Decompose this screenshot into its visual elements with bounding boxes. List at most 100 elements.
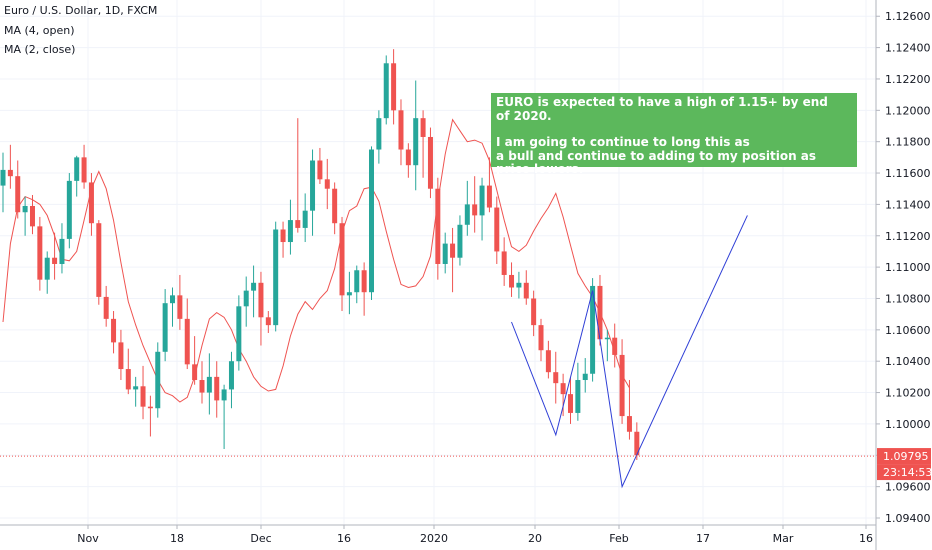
candle-body [15, 176, 21, 213]
candle-body [509, 274, 515, 288]
candle-body [420, 118, 426, 137]
candle-body [74, 157, 80, 181]
candle-body [531, 298, 537, 326]
price-tick-label: 1.09400 [885, 512, 931, 525]
candle-body [590, 285, 596, 374]
candle-body [258, 282, 264, 318]
price-tick-label: 1.10000 [885, 418, 931, 431]
price-tick-label: 1.10800 [885, 292, 931, 305]
candle-body [103, 296, 109, 319]
candle-body [494, 207, 500, 252]
candle-body [560, 383, 566, 395]
candle-body [486, 185, 492, 208]
annotation-line-1: EURO is expected to have a high of 1.15+… [496, 95, 828, 109]
countdown-badge-text: 23:14:53 [883, 466, 932, 479]
annotation-line-4: a bull and continue to adding to my posi… [496, 148, 817, 176]
time-tick-label: 20 [528, 532, 542, 545]
candle-body [582, 373, 588, 381]
candle-body [597, 285, 603, 340]
candle-body [501, 251, 507, 275]
candle-body [184, 318, 190, 365]
candle-body [280, 229, 286, 243]
price-badge-text: 1.09795 [883, 450, 929, 463]
candle-body [7, 169, 13, 177]
candle-body [427, 136, 433, 189]
price-tick-label: 1.11400 [885, 198, 931, 211]
ma-open-legend[interactable]: MA (4, open) [4, 24, 75, 37]
time-tick-label: Nov [77, 532, 99, 545]
candle-body [214, 376, 220, 401]
candle-body [310, 160, 316, 211]
candle-body [44, 257, 50, 280]
projection-drawing[interactable] [511, 215, 748, 489]
candle-body [538, 325, 544, 351]
candle-body [634, 431, 640, 456]
candle-body [66, 180, 72, 239]
ma-close-legend[interactable]: MA (2, close) [4, 43, 76, 56]
time-tick-label: 17 [696, 532, 710, 545]
annotation-line-2: of 2020. [496, 108, 552, 123]
candle-body [619, 354, 625, 417]
countdown-badge-bg [877, 464, 931, 481]
candle-body [29, 205, 35, 227]
candle-body [383, 63, 389, 119]
candle-body [435, 188, 441, 264]
candle-body [376, 118, 382, 150]
candle-body [442, 243, 448, 264]
candle-body [457, 224, 463, 258]
candle-body [273, 229, 279, 326]
candle-body [346, 292, 352, 296]
time-tick-label: 16 [859, 532, 873, 545]
candle-body [332, 188, 338, 224]
ma-line [2, 118, 630, 403]
candle-body [221, 389, 227, 401]
candle-body [37, 226, 43, 280]
candle-body [295, 220, 301, 228]
candle-body [147, 406, 153, 409]
candle-body [111, 318, 117, 343]
candle-body [243, 290, 249, 307]
candle-body [479, 185, 485, 216]
time-axis[interactable]: Nov 18 Dec 16 2020 20 Feb 17 Mar 16 [0, 524, 876, 545]
time-tick-label: 18 [170, 532, 184, 545]
price-tick-label: 1.11600 [885, 167, 931, 180]
candle-body [391, 63, 397, 111]
price-tick-label: 1.09600 [885, 481, 931, 494]
candle-body [96, 223, 102, 297]
candle-body [192, 364, 198, 381]
candle-body [472, 204, 478, 216]
candle-body [170, 295, 176, 304]
candle-body [361, 270, 367, 293]
time-tick-label: 2020 [420, 532, 448, 545]
candle-body [88, 182, 94, 224]
candle-body [52, 257, 58, 264]
candle-body [398, 110, 404, 150]
candlestick-series[interactable] [0, 49, 640, 460]
price-badges: 1.09795 23:14:53 [877, 448, 932, 481]
price-axis[interactable]: 1.094001.096001.098001.100001.102001.104… [875, 0, 931, 550]
candle-body [177, 295, 183, 319]
price-tick-label: 1.11200 [885, 230, 931, 243]
time-tick-label: Mar [773, 532, 794, 545]
candle-body [265, 317, 271, 326]
time-tick-label: Dec [250, 532, 271, 545]
price-badge-bg [877, 448, 931, 465]
candle-body [162, 303, 168, 352]
candle-body [199, 380, 205, 393]
price-tick-label: 1.10600 [885, 324, 931, 337]
price-tick-label: 1.11000 [885, 261, 931, 274]
price-tick-label: 1.10400 [885, 355, 931, 368]
annotation-note[interactable]: EURO is expected to have a high of 1.15+… [491, 93, 857, 176]
candle-body [125, 369, 131, 390]
candle-body [317, 160, 323, 180]
moving-average-layer [2, 118, 630, 403]
candle-body [155, 351, 161, 409]
candle-body [302, 210, 308, 228]
candle-body [22, 205, 28, 213]
candle-body [236, 306, 242, 362]
candle-body [354, 270, 360, 293]
candle-body [450, 243, 456, 258]
annotation-line-3: I am going to continue to long this as [496, 135, 750, 149]
symbol-legend[interactable]: Euro / U.S. Dollar, 1D, FXCM [4, 4, 158, 17]
